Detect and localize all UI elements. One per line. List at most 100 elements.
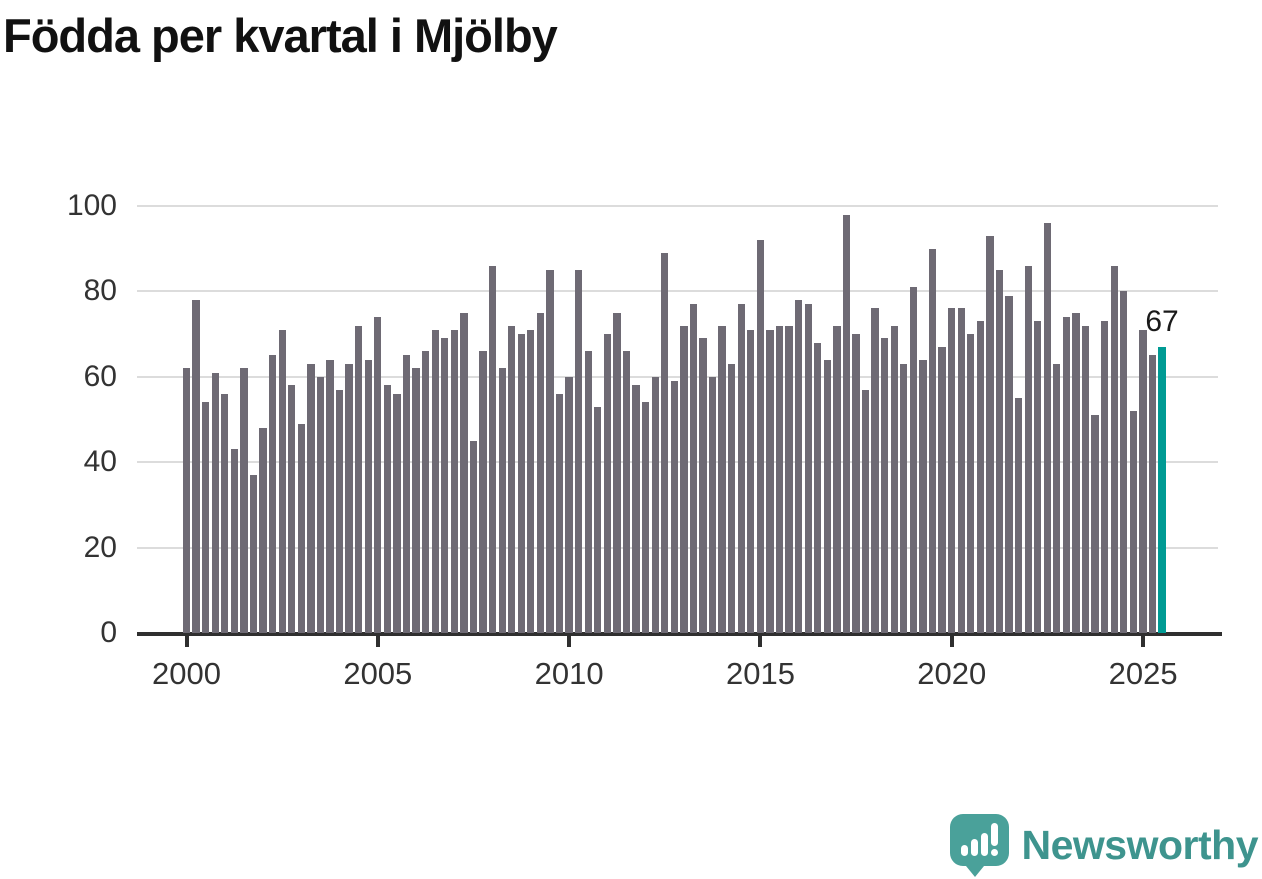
bar-2012-q3 bbox=[661, 252, 669, 633]
bar-2008-q2 bbox=[498, 368, 506, 633]
bar-2017-q2 bbox=[842, 214, 851, 633]
bar-2024-q4 bbox=[1129, 410, 1137, 633]
bar-2019-q4 bbox=[938, 346, 946, 633]
bar-2002-q4 bbox=[288, 385, 296, 633]
bar-2014-q4 bbox=[747, 329, 755, 633]
bar-2001-q3 bbox=[240, 368, 248, 633]
bar-2005-q2 bbox=[383, 385, 392, 633]
bar-2016-q1 bbox=[794, 299, 803, 633]
bar-2023-q4 bbox=[1091, 415, 1099, 633]
bar-2016-q4 bbox=[823, 359, 831, 633]
bar-2013-q3 bbox=[699, 338, 707, 633]
x-axis-label-2005: 2005 bbox=[343, 656, 413, 691]
x-axis-line bbox=[137, 632, 1222, 636]
bar-2000-q1 bbox=[182, 368, 191, 633]
bar-2021-q4 bbox=[1014, 398, 1023, 633]
bar-2016-q3 bbox=[814, 342, 822, 633]
bar-2003-q3 bbox=[316, 376, 325, 633]
bar-2017-q3 bbox=[852, 334, 860, 633]
bar-2001-q1 bbox=[221, 393, 229, 633]
logo-bar-2 bbox=[970, 839, 978, 856]
bar-2006-q3 bbox=[431, 329, 439, 633]
bar-2008-q1 bbox=[488, 265, 497, 633]
bar-2018-q3 bbox=[890, 325, 898, 633]
bar-2003-q4 bbox=[326, 359, 334, 633]
bar-2019-q2 bbox=[919, 359, 927, 633]
chart-title: Födda per kvartal i Mjölby bbox=[3, 9, 558, 62]
bar-2000-q3 bbox=[202, 402, 210, 633]
newsworthy-logo-text: Newsworthy bbox=[1021, 822, 1259, 868]
bar-2018-q4 bbox=[900, 363, 908, 633]
bar-2013-q4 bbox=[708, 376, 717, 633]
bar-2003-q2 bbox=[307, 363, 315, 633]
gridline-y-100 bbox=[137, 205, 1218, 207]
y-axis-label-40: 40 bbox=[83, 445, 117, 479]
x-axis-tick-2020 bbox=[949, 636, 954, 647]
bar-2009-q4 bbox=[555, 393, 564, 633]
x-axis-tick-2010 bbox=[567, 636, 572, 647]
bar-2007-q1 bbox=[450, 329, 458, 633]
bar-2004-q3 bbox=[355, 325, 363, 633]
bar-2025-q2 bbox=[1148, 355, 1157, 633]
bar-2015-q4 bbox=[785, 325, 793, 633]
x-axis-label-2000: 2000 bbox=[152, 656, 221, 691]
bar-2023-q1 bbox=[1062, 317, 1071, 633]
bar-2022-q3 bbox=[1043, 223, 1051, 633]
x-axis-label-2025: 2025 bbox=[1108, 656, 1178, 691]
y-axis-label-60: 60 bbox=[83, 359, 117, 393]
bar-2011-q4 bbox=[632, 385, 640, 633]
y-axis-label-0: 0 bbox=[100, 616, 117, 649]
bar-2015-q3 bbox=[775, 325, 784, 633]
bar-2013-q2 bbox=[689, 304, 698, 633]
bar-2004-q1 bbox=[335, 389, 344, 633]
bar-2009-q2 bbox=[536, 312, 545, 633]
y-axis-label-20: 20 bbox=[83, 530, 117, 564]
bar-2020-q4 bbox=[976, 321, 984, 633]
bar-2009-q3 bbox=[546, 270, 554, 633]
x-axis-label-2015: 2015 bbox=[725, 656, 795, 691]
bar-2006-q1 bbox=[412, 368, 420, 633]
bar-2002-q1 bbox=[259, 428, 267, 633]
bar-2011-q3 bbox=[622, 351, 631, 633]
bar-2016-q2 bbox=[804, 304, 812, 633]
x-axis-tick-2000 bbox=[184, 636, 189, 647]
gridline-y-80 bbox=[137, 290, 1218, 293]
bar-2008-q4 bbox=[517, 334, 525, 633]
bar-2005-q3 bbox=[393, 393, 401, 633]
bar-2006-q2 bbox=[421, 351, 430, 633]
y-axis-label-100: 100 bbox=[66, 189, 117, 222]
bar-2002-q3 bbox=[278, 329, 286, 633]
bar-2006-q4 bbox=[441, 338, 449, 633]
x-axis-label-2010: 2010 bbox=[534, 656, 604, 691]
bar-2022-q4 bbox=[1053, 363, 1061, 633]
bar-2018-q1 bbox=[871, 308, 879, 633]
logo-exclamation-dot bbox=[990, 849, 998, 856]
bar-2022-q1 bbox=[1024, 265, 1032, 633]
bar-2004-q2 bbox=[345, 363, 353, 633]
bar-2014-q2 bbox=[728, 363, 736, 633]
bar-2012-q2 bbox=[651, 376, 659, 633]
x-axis-tick-2025 bbox=[1141, 636, 1146, 647]
bar-2011-q2 bbox=[613, 312, 621, 633]
bar-2014-q3 bbox=[737, 304, 745, 633]
newsworthy-logo: Newsworthy bbox=[949, 814, 1259, 877]
bar-2012-q4 bbox=[670, 381, 678, 633]
bar-2015-q1 bbox=[756, 240, 765, 633]
x-axis-label-2020: 2020 bbox=[917, 656, 987, 691]
bar-2002-q2 bbox=[268, 355, 277, 633]
bar-2024-q2 bbox=[1110, 265, 1118, 633]
bar-2015-q2 bbox=[766, 329, 774, 633]
bar-2023-q3 bbox=[1081, 325, 1090, 633]
bar-2024-q3 bbox=[1120, 291, 1128, 633]
bar-2018-q2 bbox=[881, 338, 889, 633]
bar-2001-q4 bbox=[249, 475, 258, 633]
x-axis-tick-2005 bbox=[375, 636, 380, 647]
bar-2000-q4 bbox=[211, 372, 219, 633]
logo-bar-1 bbox=[960, 845, 968, 856]
bar-2007-q3 bbox=[469, 440, 478, 633]
bar-2001-q2 bbox=[230, 449, 238, 633]
latest-value-label: 67 bbox=[1145, 304, 1179, 338]
bar-2013-q1 bbox=[680, 325, 688, 633]
